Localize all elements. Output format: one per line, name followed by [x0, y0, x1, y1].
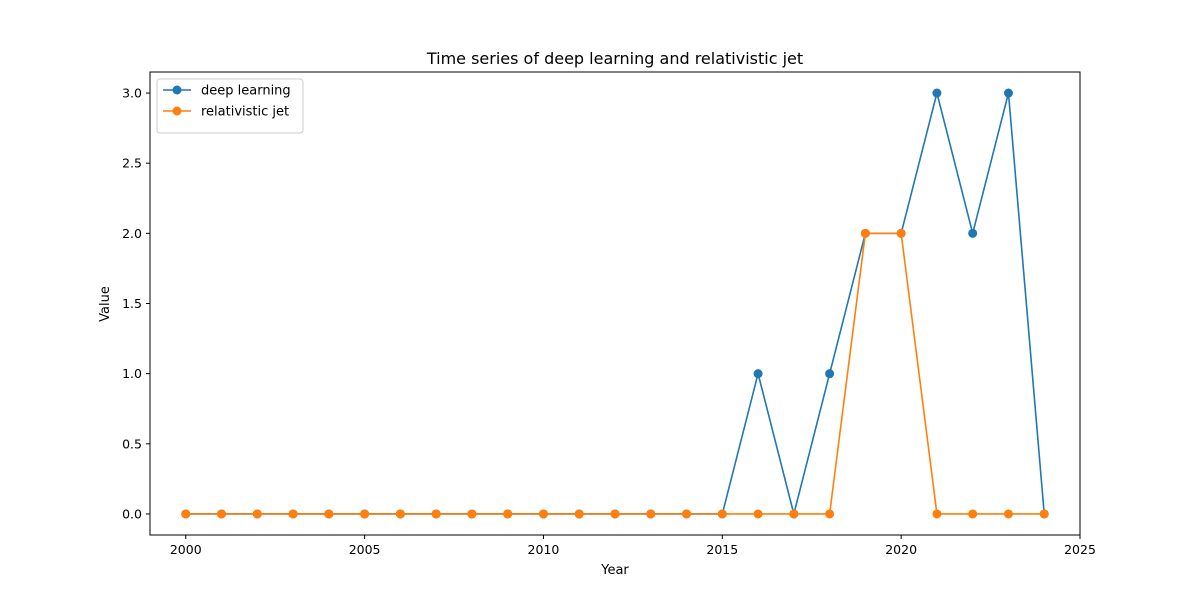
data-point-deep-learning	[753, 369, 763, 379]
data-point-deep-learning	[825, 369, 835, 379]
x-tick-label: 2020	[885, 542, 917, 557]
x-tick-label: 2025	[1064, 542, 1096, 557]
data-point-relativistic-jet	[431, 509, 441, 519]
data-point-relativistic-jet	[789, 509, 799, 519]
series-line-deep-learning	[185, 92, 1046, 515]
data-point-deep-learning	[968, 228, 978, 238]
series-line-relativistic-jet	[185, 232, 1045, 515]
data-point-relativistic-jet	[360, 509, 370, 519]
data-point-relativistic-jet	[503, 509, 513, 519]
data-point-relativistic-jet	[538, 509, 548, 519]
data-point-relativistic-jet	[610, 509, 620, 519]
data-point-relativistic-jet	[646, 509, 656, 519]
data-point-relativistic-jet	[860, 228, 870, 238]
data-point-relativistic-jet	[181, 509, 191, 519]
data-point-relativistic-jet	[288, 509, 298, 519]
x-tick-label: 2010	[528, 542, 560, 557]
plot-area	[149, 71, 1081, 536]
y-tick-label: 0.0	[122, 506, 142, 521]
y-axis-label: Value	[98, 286, 113, 322]
data-point-relativistic-jet	[825, 509, 835, 519]
x-tick-label: 2015	[706, 542, 738, 557]
legend: deep learning relativistic jet	[156, 78, 304, 134]
x-axis-label: Year	[600, 563, 629, 578]
legend-label: deep learning	[201, 84, 291, 99]
x-tick-label: 2005	[349, 542, 381, 557]
y-tick-label: 0.5	[122, 436, 142, 451]
x-tick-label: 2000	[170, 542, 202, 557]
data-point-relativistic-jet	[395, 509, 405, 519]
y-tick-label: 2.5	[122, 156, 142, 171]
y-tick-label: 2.0	[122, 226, 142, 241]
y-tick-label: 3.0	[122, 86, 142, 101]
data-point-relativistic-jet	[896, 228, 906, 238]
x-axis: 2000 2005 2010 2015 2020 2025	[170, 535, 1096, 557]
data-point-relativistic-jet	[753, 509, 763, 519]
data-point-deep-learning	[1003, 88, 1013, 98]
data-point-relativistic-jet	[1003, 509, 1013, 519]
legend-swatch-marker	[172, 85, 182, 95]
axes-frame	[149, 71, 1081, 536]
legend-box	[156, 78, 304, 134]
y-tick-label: 1.5	[122, 296, 142, 311]
data-point-relativistic-jet	[467, 509, 477, 519]
data-point-relativistic-jet	[324, 509, 334, 519]
data-point-relativistic-jet	[1039, 509, 1049, 519]
chart-title: Time series of deep learning and relativ…	[426, 49, 803, 68]
legend-label: relativistic jet	[201, 105, 289, 120]
data-point-deep-learning	[932, 88, 942, 98]
data-point-relativistic-jet	[574, 509, 584, 519]
data-point-relativistic-jet	[968, 509, 978, 519]
y-axis: 0.0 0.5 1.0 1.5 2.0 2.5 3.0	[122, 86, 150, 521]
data-point-relativistic-jet	[717, 509, 727, 519]
data-point-relativistic-jet	[252, 509, 262, 519]
legend-swatch-marker	[172, 106, 182, 116]
data-point-relativistic-jet	[682, 509, 692, 519]
data-point-relativistic-jet	[932, 509, 942, 519]
y-tick-label: 1.0	[122, 366, 142, 381]
data-point-relativistic-jet	[217, 509, 227, 519]
